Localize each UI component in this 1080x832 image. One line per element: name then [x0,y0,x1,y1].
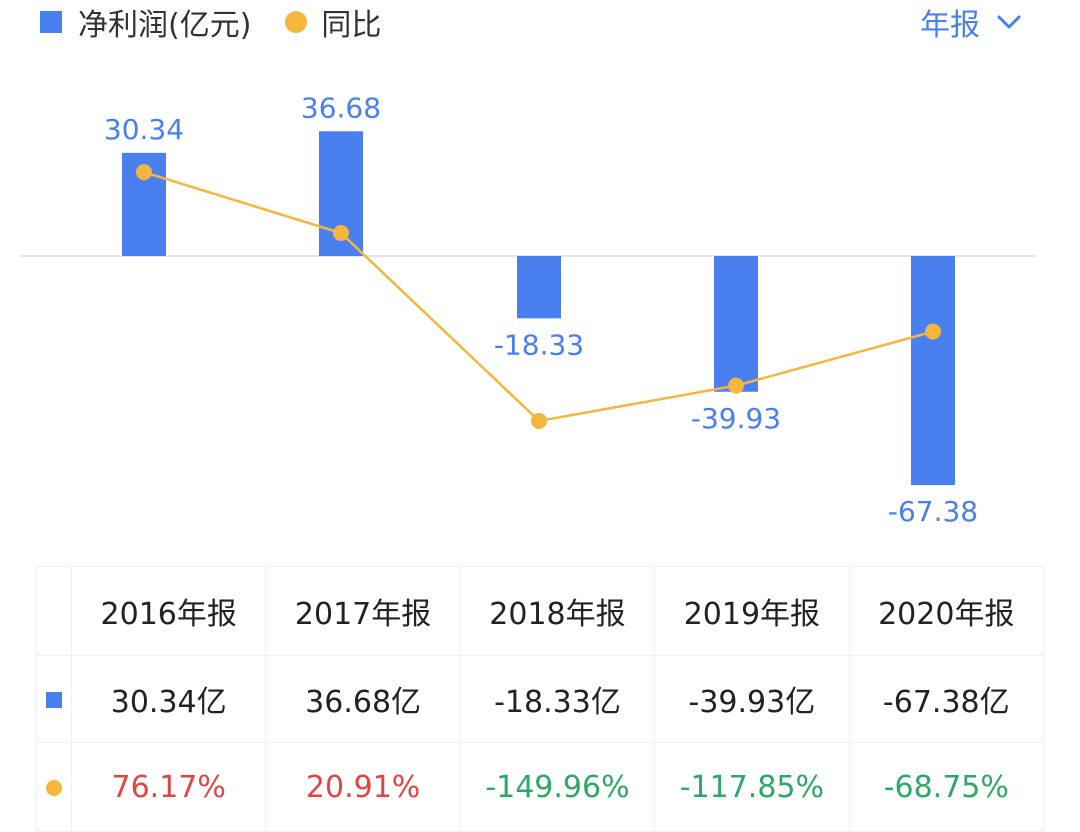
yoy-cell: -68.75% [848,742,1045,832]
net-profit-cell: -39.93亿 [654,655,850,743]
yoy-cell: 76.17% [70,742,267,832]
yoy-cell: 20.91% [265,742,461,832]
net-profit-row-icon [46,692,62,708]
table-row-yoy: 76.17% 20.91% -149.96% -117.85% -68.75% [36,742,1045,832]
table-header-cell: 2017年报 [265,566,461,656]
net-profit-cell: -18.33亿 [459,655,656,743]
yoy-legend-icon [285,11,308,33]
period-selector-label: 年报 [920,8,980,43]
yoy-legend-label: 同比 [321,8,382,43]
yoy-cell: -117.85% [654,742,850,832]
table-header-row: 2016年报 2017年报 2018年报 2019年报 2020年报 [36,566,1045,656]
net-profit-legend-label: 净利润(亿元) [78,8,252,43]
table-header-cell: 2020年报 [848,566,1045,656]
yoy-cell: -149.96% [459,742,656,832]
net-profit-legend-icon [40,11,62,33]
yoy-point-2016年报 [136,164,152,181]
net-profit-chart: 30.34 36.68 -18.33 -39.93 -67.38 [20,91,1036,528]
bar-value-label: -67.38 [888,495,978,528]
data-table: 2016年报 2017年报 2018年报 2019年报 2020年报 30.34… [36,566,1045,832]
bar-2018年报 [517,256,561,319]
yoy-point-2020年报 [925,323,941,340]
table-header-cell: 2016年报 [70,566,267,656]
bar-value-label: 36.68 [301,91,381,124]
net-profit-row-icon-cell [36,655,72,743]
net-profit-cell: 36.68亿 [265,655,461,743]
bar-value-label: -39.93 [691,402,781,435]
yoy-point-2018年报 [531,412,547,429]
bar-value-label: 30.34 [104,113,184,146]
table-corner-cell [36,566,72,656]
bar-2020年报 [911,256,955,486]
table-header-cell: 2019年报 [654,566,850,656]
yoy-row-icon-cell [36,742,72,832]
period-selector[interactable]: 年报 [920,0,1022,44]
bar-2019年报 [714,256,758,392]
net-profit-cell: -67.38亿 [848,655,1045,743]
chevron-down-icon [997,15,1021,29]
chart-legend: 净利润(亿元) 同比 [40,0,381,44]
table-row-net-profit: 30.34亿 36.68亿 -18.33亿 -39.93亿 -67.38亿 [36,655,1045,743]
table-header-cell: 2018年报 [459,566,656,656]
yoy-row-icon [46,780,62,796]
net-profit-cell: 30.34亿 [70,655,267,743]
bar-value-label: -18.33 [494,328,584,361]
yoy-point-2017年报 [333,224,349,241]
yoy-point-2019年报 [728,377,744,394]
